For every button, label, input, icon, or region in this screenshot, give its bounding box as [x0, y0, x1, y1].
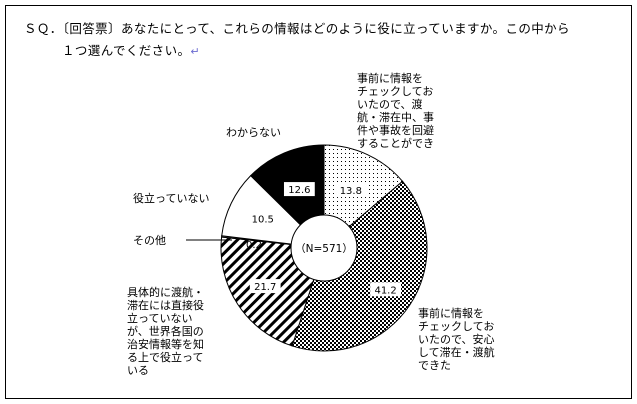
category-label-avoid-incidents: 事前に情報を チェックしてお いたので、渡 航・滞在中、事 件や事故を回避 する…: [357, 72, 434, 150]
pie-slice-stay-safely: [291, 180, 428, 352]
value-label-useful-for-knowledge: 21.7: [249, 279, 281, 294]
value-label-not-useful: 10.5: [252, 214, 274, 225]
value-label-text-dont-know: 12.6: [288, 185, 310, 196]
value-label-text-not-useful: 10.5: [252, 214, 274, 225]
value-label-text-stay-safely: 41.2: [374, 285, 396, 296]
question-text-line2: １つ選んでください。↵: [62, 40, 200, 59]
value-label-bg-useful-for-knowledge: [249, 279, 281, 294]
center-label: （N=571）: [295, 243, 353, 255]
value-label-avoid-incidents: 13.8: [335, 183, 367, 198]
value-label-other: 0.2: [246, 240, 262, 251]
value-label-text-other: 0.2: [246, 240, 262, 251]
category-label-other: その他: [133, 234, 166, 247]
question-text-line2-content: １つ選んでください。: [62, 43, 191, 58]
chart-frame: [5, 5, 632, 399]
center-hole: [290, 214, 358, 282]
return-mark-icon: ↵: [190, 45, 201, 58]
value-label-dont-know: 12.6: [283, 182, 315, 197]
value-label-bg-stay-safely: [370, 282, 401, 297]
category-label-dont-know: わからない: [226, 126, 281, 139]
value-label-bg-avoid-incidents: [335, 183, 367, 198]
question-text-line1: ＳＱ．〔回答票〕あなたにとって、これらの情報はどのように役に立っていますか。この…: [24, 21, 570, 36]
value-label-bg-dont-know: [283, 182, 315, 197]
value-label-stay-safely: 41.2: [370, 282, 401, 297]
category-label-stay-safely: 事前に情報を チェックしてお いたので、安心 して滞在・渡航 できた: [418, 307, 495, 372]
value-label-text-avoid-incidents: 13.8: [340, 186, 362, 197]
category-label-useful-for-knowledge: 具体的に渡航・ 滞在には直接役 立っていない が、世界各国の 治安情報等を知 る…: [127, 286, 204, 377]
value-label-text-useful-for-knowledge: 21.7: [254, 282, 276, 293]
category-label-not-useful: 役立っていない: [133, 192, 210, 205]
